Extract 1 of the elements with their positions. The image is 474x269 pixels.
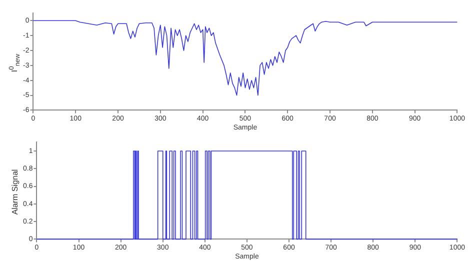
y-axis-title: Alarm Signal — [10, 169, 20, 215]
